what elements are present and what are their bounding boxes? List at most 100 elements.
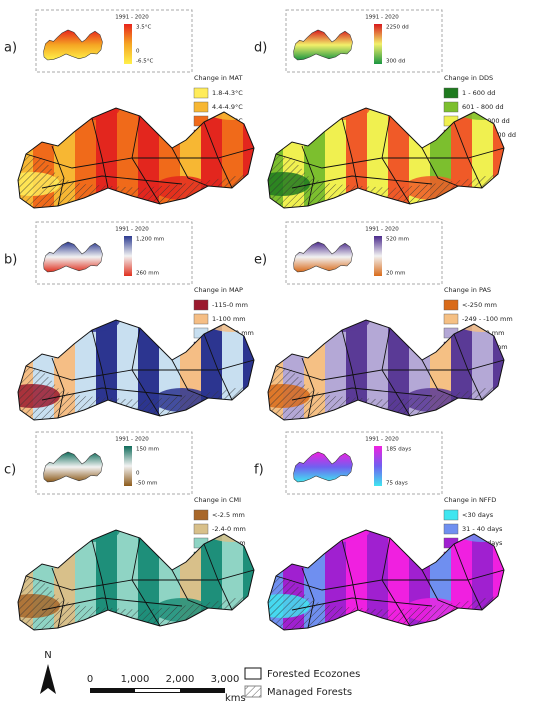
inset-colorbar: [374, 446, 382, 486]
map-zone: [325, 530, 347, 630]
inset-colorbar: [124, 446, 132, 486]
panel-label: b): [4, 253, 17, 268]
inset-max: 150 mm: [136, 447, 159, 453]
legend-label: 31 - 40 days: [462, 525, 503, 533]
inset-period: 1991 - 2020: [365, 15, 399, 21]
map-outline: [267, 107, 505, 209]
inset-map: [293, 29, 353, 61]
inset-min: 260 mm: [136, 271, 159, 277]
north-label: N: [44, 650, 51, 661]
map-zone: [493, 108, 504, 208]
ecozone-border: [51, 357, 65, 419]
map-zone: [346, 108, 368, 208]
managed-forest: [18, 576, 248, 630]
legend-title: Change in PAS: [444, 286, 491, 294]
legend-swatch: [193, 523, 209, 535]
ecozone-border: [301, 145, 315, 207]
ecozone-border: [301, 357, 315, 419]
inset-min: -50 mm: [136, 481, 157, 487]
map-zone: [325, 108, 347, 208]
map-zone: [325, 320, 347, 420]
map-zone: [367, 530, 389, 630]
inset-frame: [35, 9, 193, 73]
inset-max: 3.5°C: [136, 25, 151, 31]
ecozone-border: [291, 387, 433, 401]
scale-bar: 0 1,000 2,000 3,000 kms: [87, 674, 246, 704]
map-panel: f) 1991 - 2020 185 days 75 days Change in NF…: [254, 431, 505, 631]
inset-period: 1991 - 2020: [115, 15, 149, 21]
ecozone-border: [41, 175, 183, 189]
ecozone-border: [291, 597, 433, 611]
legend-swatch: [193, 509, 209, 521]
managed-forest: [268, 576, 498, 630]
scale-label: 0: [87, 674, 93, 685]
map-zone: [75, 108, 97, 208]
inset-max: 1,200 mm: [136, 237, 164, 243]
map-zone: [117, 530, 139, 630]
map-zone: [64, 530, 120, 542]
inset-min: 20 mm: [386, 271, 405, 277]
legend-label: -2.4-0 mm: [212, 525, 246, 533]
scale-label: 2,000: [166, 674, 195, 685]
map-zone: [243, 108, 254, 208]
main-map: [17, 319, 255, 421]
legend-label: -249 - -100 mm: [462, 315, 513, 323]
ecozone-border: [291, 175, 433, 189]
ecozone-border: [275, 359, 504, 381]
ecozone-border: [275, 147, 504, 169]
map-zone: [314, 108, 370, 120]
map-zone: [96, 320, 118, 420]
map-zone: [96, 530, 118, 630]
panel-label: a): [4, 41, 17, 56]
ecozone-border: [341, 117, 359, 189]
legend-label: 1 - 600 dd: [462, 89, 495, 97]
legend-title: Change in MAT: [194, 74, 242, 82]
inset-min: -6.5°C: [136, 59, 153, 65]
inset-map: [293, 241, 353, 273]
map-zone: [75, 320, 97, 420]
north-arrow: N: [40, 650, 56, 694]
ecozone-border: [301, 567, 315, 629]
key-label: Forested Ecozones: [267, 669, 360, 680]
ecozone-border: [275, 569, 504, 591]
inset-frame: [35, 431, 193, 495]
map-zone: [346, 530, 368, 630]
inset-max: 185 days: [386, 447, 411, 453]
inset-frame: [285, 431, 443, 495]
map-zone: [243, 320, 254, 420]
legend-label: -115-0 mm: [212, 301, 248, 309]
inset-period: 1991 - 2020: [115, 227, 149, 233]
map-panel: a) 1991 - 2020 3.5°C 0 -6.5°C Change in MAT 1.…: [4, 9, 255, 209]
managed-forest: [18, 154, 248, 208]
map-panel: d) 1991 - 2020 2250 dd 300 dd Change in DDS 1…: [254, 9, 516, 209]
legend-title: Change in DDS: [444, 74, 493, 82]
inset-min: 300 dd: [386, 59, 405, 65]
ecozone-border: [341, 539, 359, 611]
legend-label: <-250 mm: [462, 301, 497, 309]
inset-period: 1991 - 2020: [115, 437, 149, 443]
map-outline: [267, 319, 505, 421]
legend-swatch: [443, 101, 459, 113]
legend-label: 601 - 800 dd: [462, 103, 504, 111]
scale-unit: kms: [225, 693, 246, 704]
ecozone-border: [91, 329, 109, 401]
ecozone-border: [25, 359, 254, 381]
ecozone-border: [25, 569, 254, 591]
arrow-shape: [40, 664, 56, 694]
scale-label: 3,000: [211, 674, 240, 685]
inset-frame: [35, 221, 193, 285]
key-swatch: [244, 685, 262, 698]
legend-swatch: [443, 299, 459, 311]
map-key: Forested Ecozones Managed Forests: [244, 667, 360, 698]
legend-label: <-2.5 mm: [212, 511, 245, 519]
map-zone: [64, 108, 120, 120]
map-fill: [18, 320, 254, 420]
map-zone: [493, 530, 504, 630]
map-outline: [17, 529, 255, 631]
map-zone: [117, 108, 139, 208]
legend-swatch: [443, 509, 459, 521]
key-label: Managed Forests: [267, 687, 352, 698]
map-panel: e) 1991 - 2020 520 mm 20 mm Change in PAS <-2…: [254, 221, 513, 421]
map-zone: [64, 320, 120, 332]
